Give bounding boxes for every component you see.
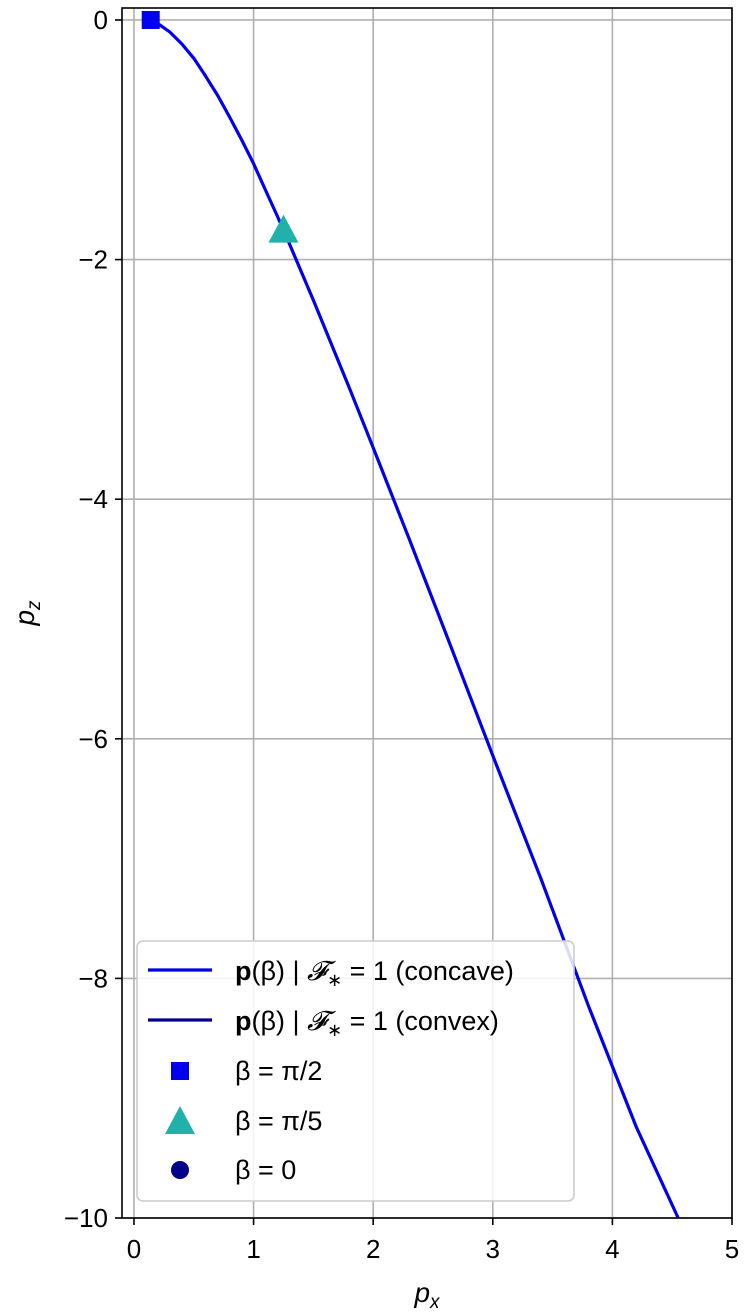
legend-label-rest: (β) | bbox=[252, 1006, 308, 1036]
x-tick-label: 3 bbox=[486, 1234, 500, 1264]
y-tick-label: −2 bbox=[78, 245, 108, 275]
plot-frame bbox=[121, 7, 733, 1219]
y-tick-label: −4 bbox=[78, 484, 108, 514]
legend-label-star: ∗ bbox=[327, 970, 342, 990]
marker-square bbox=[141, 10, 160, 29]
legend-label-star: ∗ bbox=[327, 1020, 342, 1040]
legend-triangle-swatch bbox=[165, 1106, 195, 1134]
legend-square-swatch bbox=[171, 1062, 189, 1080]
legend-label-bold: p bbox=[235, 1006, 252, 1036]
x-axis-label-sub: x bbox=[429, 1292, 441, 1313]
legend-label-bold: p bbox=[235, 956, 252, 986]
x-tick-label: 1 bbox=[246, 1234, 260, 1264]
x-tick-label: 4 bbox=[605, 1234, 619, 1264]
legend-circle-swatch bbox=[171, 1161, 189, 1179]
legend: p(β) | 𝓕∗ = 1 (concave) p(β) | 𝓕∗ = 1 (co… bbox=[136, 940, 575, 1202]
y-tick-label: −10 bbox=[64, 1203, 108, 1233]
axis-ticks: 0 1 2 3 4 5 0 −2 −4 −6 −8 −10 bbox=[64, 5, 739, 1264]
data-markers bbox=[141, 10, 299, 243]
x-tick-label: 0 bbox=[127, 1234, 141, 1264]
legend-label-tail: = 1 (convex) bbox=[342, 1006, 499, 1036]
legend-box bbox=[136, 940, 575, 1202]
legend-label: β = 0 bbox=[235, 1155, 296, 1185]
marker-triangle bbox=[268, 214, 299, 243]
legend-label: β = π/2 bbox=[235, 1056, 322, 1086]
legend-label: p(β) | 𝓕∗ = 1 (convex) bbox=[235, 1006, 499, 1040]
legend-label: β = π/5 bbox=[235, 1106, 322, 1136]
data-curves bbox=[149, 18, 680, 1219]
x-axis-label: px bbox=[413, 1277, 441, 1313]
x-tick-label: 2 bbox=[366, 1234, 380, 1264]
legend-label-tail: = 1 (concave) bbox=[342, 956, 514, 986]
series-line bbox=[149, 18, 680, 1219]
legend-label-rest: (β) | bbox=[252, 956, 308, 986]
y-tick-label: 0 bbox=[94, 5, 108, 35]
y-tick-label: −6 bbox=[78, 724, 108, 754]
legend-label: p(β) | 𝓕∗ = 1 (concave) bbox=[235, 956, 514, 990]
y-tick-label: −8 bbox=[78, 963, 108, 993]
x-tick-label: 5 bbox=[725, 1234, 739, 1264]
y-axis-label-sub: z bbox=[24, 600, 45, 611]
